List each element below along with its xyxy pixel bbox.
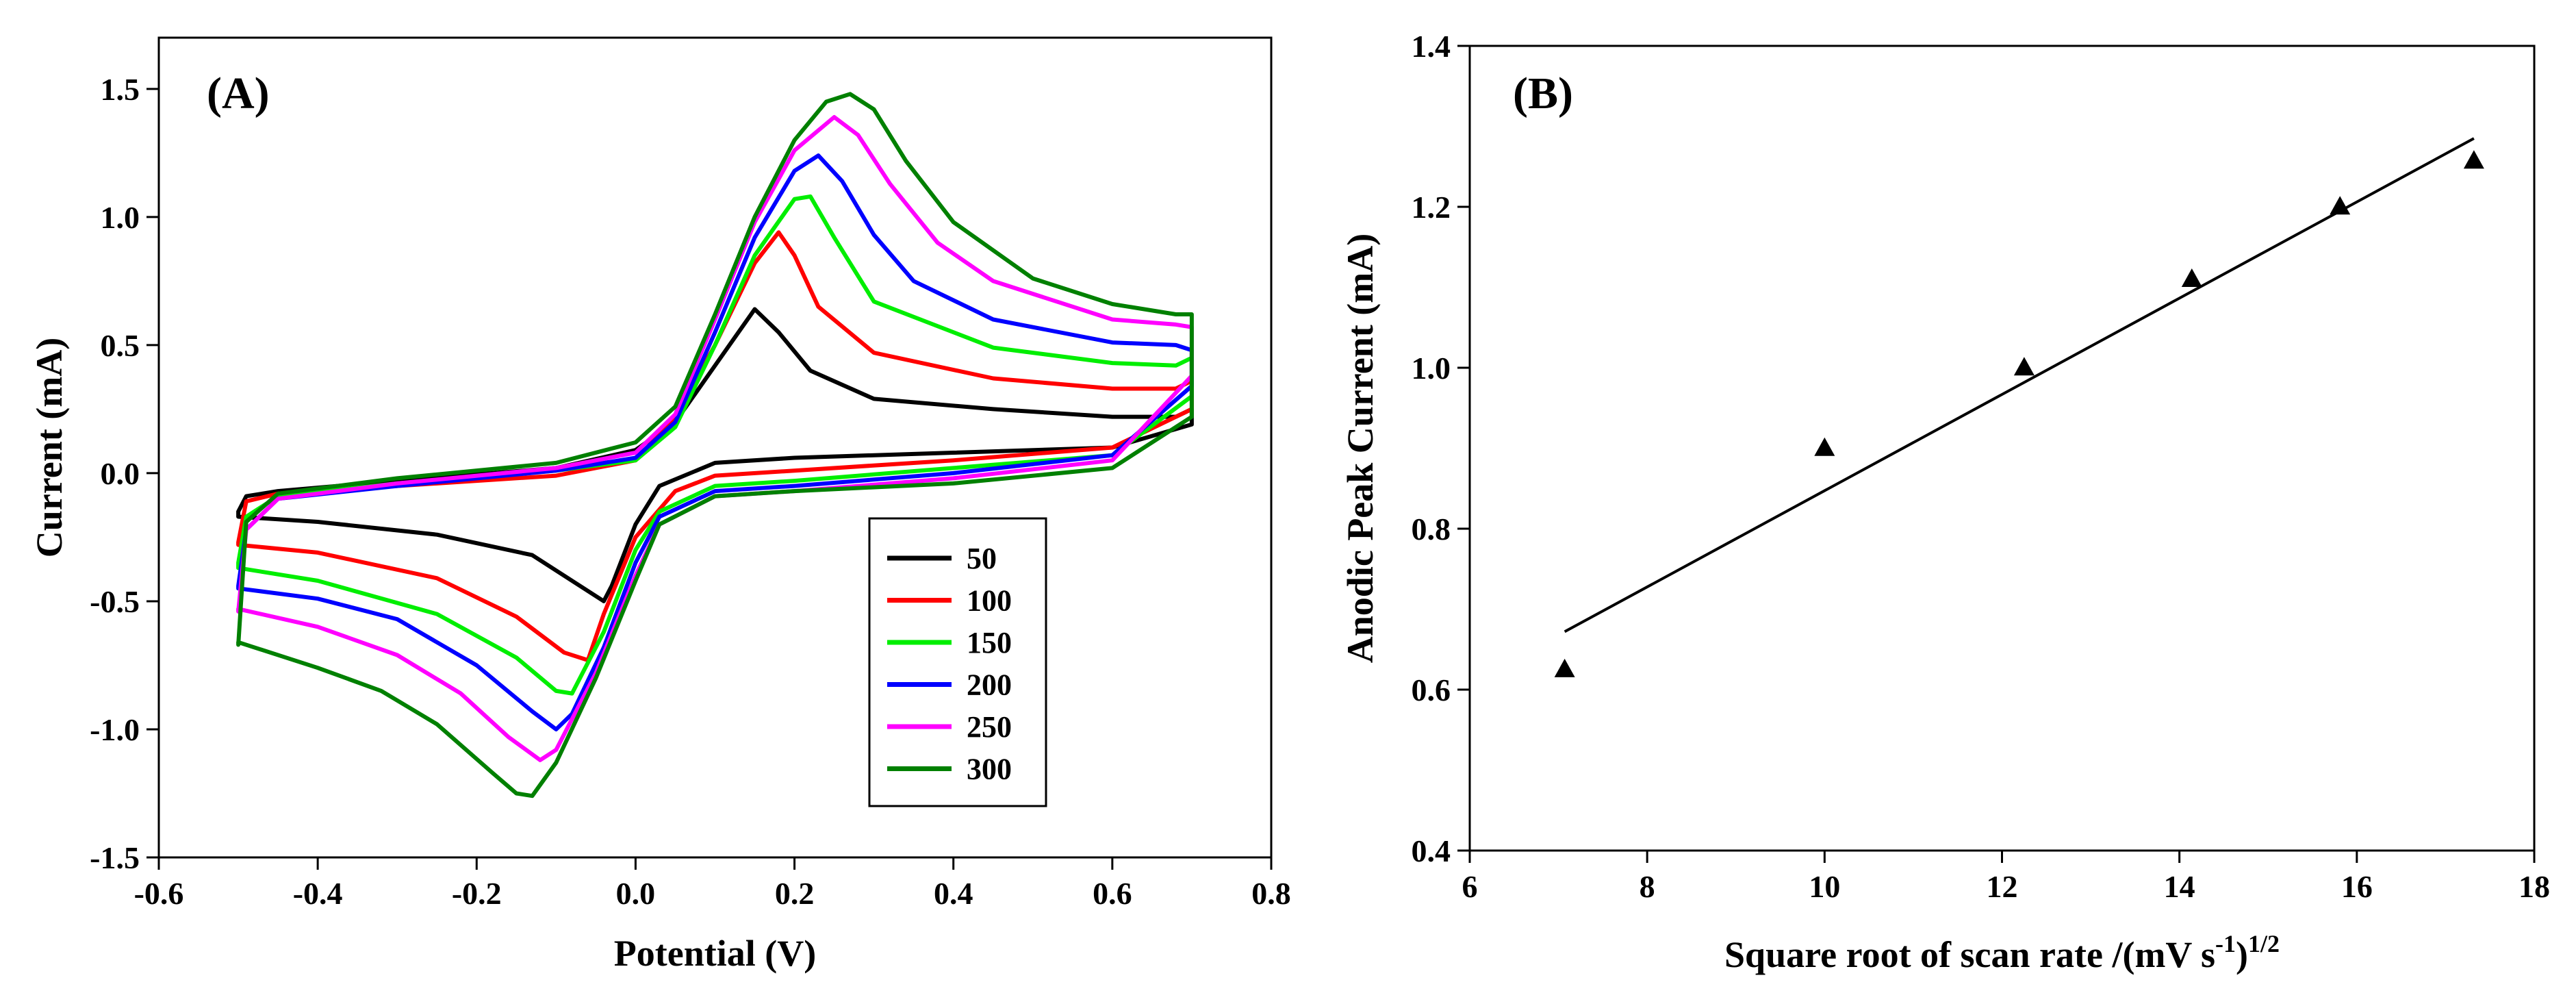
x-tick-label: 0.2 [775, 876, 815, 911]
x-tick-label: 12 [1987, 869, 2018, 904]
cv-curve-150 [236, 194, 1194, 696]
panel-a-y-axis-ticks: -1.5 -1.0 -0.5 0.0 0.5 1.0 1.5 [90, 72, 159, 875]
legend-label-200: 200 [967, 668, 1012, 702]
x-tick-label: 6 [1462, 869, 1478, 904]
x-tick-label: 0.4 [934, 876, 973, 911]
y-tick-label: -0.5 [90, 584, 140, 619]
y-tick-label: 1.4 [1412, 29, 1451, 64]
x-tick-label: -0.2 [452, 876, 502, 911]
panel-a: -0.6 -0.4 -0.2 0.0 0.2 0.4 0.6 0.8 -1.5 -1.0 -0.5… [29, 36, 1291, 974]
panel-b-label: (B) [1513, 68, 1573, 118]
panel-b-y-axis-label: Anodic Peak Current (mA) [1340, 234, 1381, 663]
y-tick-label: 0.0 [101, 456, 140, 491]
data-point [1814, 437, 1835, 456]
panel-a-label: (A) [207, 68, 270, 118]
x-tick-label: 0.0 [616, 876, 656, 911]
y-tick-label: 0.5 [101, 328, 140, 363]
legend-label-150: 150 [967, 626, 1012, 659]
y-tick-label: 1.2 [1412, 190, 1451, 225]
x-tick-label: 18 [2518, 869, 2550, 904]
legend: 50 100 150 200 250 300 [868, 517, 1047, 807]
y-tick-label: 0.6 [1412, 673, 1451, 707]
panel-a-x-axis-ticks: -0.6 -0.4 -0.2 0.0 0.2 0.4 0.6 0.8 [134, 857, 1291, 911]
data-points [1554, 150, 2484, 677]
linear-fit-line [1564, 137, 2475, 633]
legend-label-50: 50 [967, 542, 997, 575]
x-label-sup-1: -1 [2215, 930, 2236, 957]
y-tick-label: -1.0 [90, 712, 140, 747]
cv-curves [236, 92, 1194, 799]
cv-curve-300 [236, 92, 1194, 799]
x-tick-label: 0.6 [1093, 876, 1132, 911]
data-point [2330, 196, 2351, 215]
y-tick-label: 0.4 [1412, 833, 1451, 868]
x-tick-label: -0.4 [293, 876, 343, 911]
x-tick-label: 8 [1640, 869, 1655, 904]
legend-box [868, 517, 1047, 807]
data-point [2013, 357, 2035, 376]
x-tick-label: 0.8 [1251, 876, 1291, 911]
x-tick-label: 10 [1809, 869, 1840, 904]
legend-label-100: 100 [967, 584, 1012, 618]
x-tick-label: 14 [2164, 869, 2195, 904]
y-tick-label: 1.5 [101, 72, 140, 107]
data-point [2181, 268, 2202, 287]
cv-curve-250 [236, 115, 1194, 762]
panel-b-x-axis-label: Square root of scan rate /(mV s-1)1/2 [1724, 930, 2280, 975]
panel-b-x-axis-ticks: 6 8 10 12 14 16 18 [1462, 851, 2550, 904]
panel-b: 6 8 10 12 14 16 18 0.4 0.6 0.8 1.0 1.2 1.4 (B) Squa… [1340, 29, 2550, 975]
x-tick-label: -0.6 [134, 876, 184, 911]
panel-a-plot-frame [157, 36, 1273, 859]
legend-label-250: 250 [967, 710, 1012, 744]
y-tick-label: -1.5 [90, 840, 140, 875]
panel-a-y-axis-label: Current (mA) [29, 338, 70, 557]
x-tick-label: 16 [2341, 869, 2373, 904]
x-label-main: Square root of scan rate /(mV s [1724, 934, 2215, 975]
panel-b-y-axis-ticks: 0.4 0.6 0.8 1.0 1.2 1.4 [1412, 29, 1470, 868]
x-label-mid: ) [2236, 934, 2248, 975]
cv-curve-200 [236, 153, 1194, 731]
y-tick-label: 1.0 [1412, 351, 1451, 386]
y-tick-label: 0.8 [1412, 512, 1451, 546]
data-point [1554, 658, 1575, 677]
legend-label-300: 300 [967, 753, 1012, 786]
panel-a-x-axis-label: Potential (V) [614, 933, 816, 974]
x-label-sup-2: 1/2 [2248, 930, 2280, 957]
data-point [2463, 150, 2484, 169]
y-tick-label: 1.0 [101, 200, 140, 235]
